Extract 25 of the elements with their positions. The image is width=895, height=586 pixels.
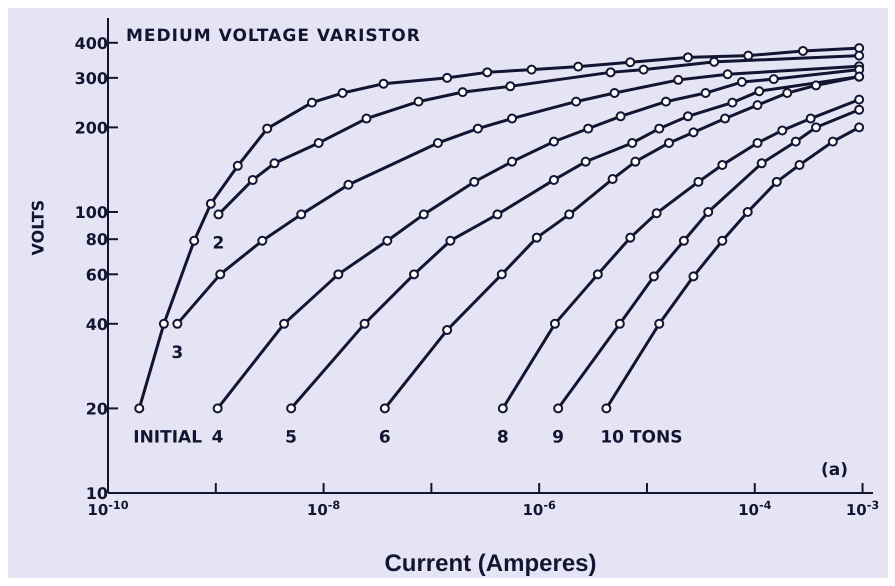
series-label: INITIAL bbox=[133, 427, 202, 448]
series-label: 3 bbox=[171, 342, 184, 363]
series-label: 6 bbox=[378, 427, 391, 448]
series-label: 4 bbox=[212, 427, 224, 448]
y-tick-label: 400 bbox=[74, 34, 108, 53]
x-axis-title: Current (Amperes) bbox=[384, 550, 597, 577]
y-tick-label: 60 bbox=[86, 265, 108, 284]
y-tick-label: 80 bbox=[86, 230, 108, 250]
series-label: 2 bbox=[212, 233, 224, 254]
series-label: 9 bbox=[552, 427, 564, 448]
text: MEDIUM VOLTAGE VARISTOR bbox=[126, 26, 421, 46]
y-tick-label: 20 bbox=[86, 399, 108, 418]
x-tick-label: 10$^{-6}$ bbox=[522, 498, 556, 519]
y-tick-label: 40 bbox=[86, 314, 108, 334]
x-tick-label: 10$^{-3}$ bbox=[846, 498, 880, 519]
series-label: 5 bbox=[285, 427, 297, 448]
series-label: 10 TONS bbox=[600, 427, 682, 448]
y-tick-label: 200 bbox=[74, 118, 108, 138]
x-tick-label: 10$^{-8}$ bbox=[306, 498, 340, 519]
annotation: (a) bbox=[820, 460, 848, 480]
y-tick-label: 100 bbox=[74, 202, 108, 222]
x-tick-label: 10$^{-4}$ bbox=[738, 498, 772, 519]
series-label: 8 bbox=[496, 427, 509, 448]
y-tick-label: 300 bbox=[74, 68, 108, 88]
y-axis-title: VOLTS bbox=[28, 200, 48, 256]
